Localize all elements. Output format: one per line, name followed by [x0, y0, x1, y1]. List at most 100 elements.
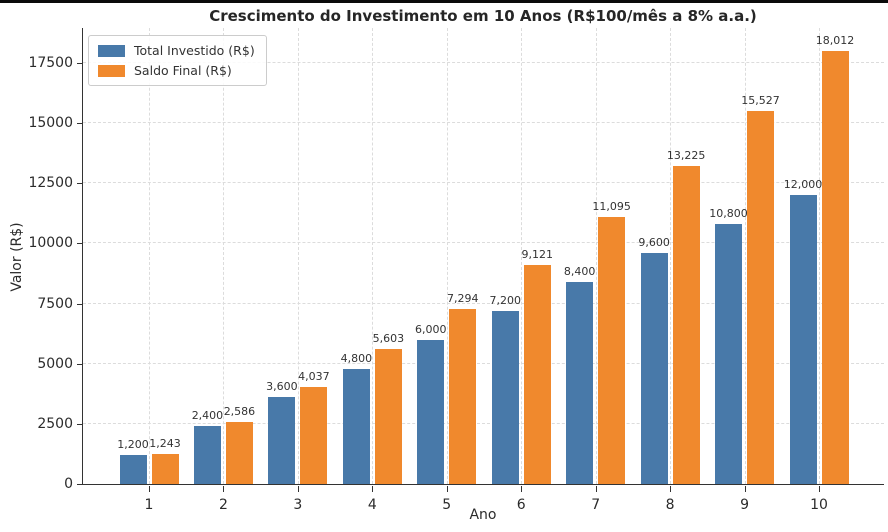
- x-tick: [223, 486, 225, 492]
- bar-balance: [523, 264, 551, 484]
- y-tick-label: 7500: [37, 295, 73, 312]
- x-tick: [670, 486, 672, 492]
- gridline-vertical: [149, 28, 150, 484]
- bar-balance: [225, 421, 253, 484]
- bar-balance: [672, 165, 700, 484]
- gridline-horizontal: [83, 242, 884, 244]
- bar-value-label: 6,000: [415, 322, 447, 336]
- x-axis-label: Ano: [469, 507, 497, 523]
- bar-value-label: 9,121: [521, 247, 553, 261]
- bar-value-label: 4,800: [340, 351, 373, 365]
- legend-item-balance: Saldo Final (R$): [98, 63, 255, 78]
- bar-value-label: 1,200: [117, 438, 149, 452]
- bar-balance: [374, 349, 402, 484]
- bar-value-label: 15,527: [741, 93, 780, 107]
- gridline-vertical: [595, 28, 597, 484]
- bar-value-label: 18,012: [815, 33, 855, 47]
- bar-balance: [300, 386, 328, 484]
- bar-balance: [747, 110, 775, 484]
- x-tick-label: 8: [665, 497, 675, 513]
- bar-value-label: 3,600: [266, 380, 298, 394]
- gridline-horizontal: [83, 362, 884, 364]
- gridline-horizontal: [83, 122, 884, 124]
- gridline-vertical: [744, 28, 746, 484]
- y-tick: [77, 183, 83, 185]
- x-tick-label: 6: [516, 497, 526, 513]
- bar-value-label: 9,600: [638, 236, 670, 250]
- gridline-vertical: [670, 28, 672, 484]
- bar-balance: [449, 308, 477, 484]
- bar-value-label: 2,400: [191, 409, 224, 423]
- gridline-vertical: [223, 28, 225, 484]
- x-tick-label: 9: [740, 497, 749, 513]
- bar-balance: [151, 454, 179, 484]
- bar-invested: [491, 310, 519, 484]
- gridline-vertical: [819, 28, 820, 484]
- legend-swatch-balance: [98, 64, 125, 77]
- chart-title: Crescimento do Investimento em 10 Anos (…: [209, 7, 757, 25]
- y-tick-label: 2500: [37, 415, 73, 432]
- bar-value-label: 13,225: [666, 148, 706, 162]
- bar-value-label: 1,243: [149, 437, 181, 451]
- bar-value-label: 11,095: [592, 200, 631, 214]
- x-tick: [297, 486, 299, 492]
- bar-invested: [119, 455, 147, 484]
- legend-label-invested: Total Investido (R$): [134, 43, 255, 58]
- legend-item-invested: Total Investido (R$): [98, 43, 255, 58]
- x-tick: [595, 486, 597, 492]
- y-tick: [77, 423, 83, 425]
- bar-value-label: 10,800: [709, 207, 748, 221]
- y-tick-label: 0: [64, 476, 73, 492]
- x-tick-label: 5: [442, 497, 452, 513]
- x-tick: [446, 486, 448, 492]
- x-tick: [372, 486, 374, 492]
- x-tick-label: 4: [367, 497, 377, 513]
- x-tick-label: 7: [591, 497, 601, 513]
- x-tick: [744, 486, 746, 492]
- y-tick: [77, 63, 83, 65]
- x-tick-label: 1: [144, 497, 154, 513]
- bar-balance: [821, 50, 849, 484]
- y-tick-label: 5000: [37, 355, 73, 372]
- x-tick: [819, 486, 820, 492]
- bar-invested: [566, 281, 594, 484]
- gridline-horizontal: [83, 62, 884, 64]
- plot-area: Total Investido (R$) Saldo Final (R$) 0 2…: [28, 28, 884, 513]
- bar-invested: [789, 195, 817, 484]
- legend: Total Investido (R$) Saldo Final (R$): [88, 35, 267, 86]
- top-border: [0, 0, 888, 3]
- y-tick: [77, 123, 83, 125]
- bar-invested: [268, 397, 296, 484]
- gridline-vertical: [446, 28, 448, 484]
- bar-value-label: 8,400: [563, 264, 596, 278]
- bar-value-label: 12,000: [783, 178, 823, 192]
- x-tick-label: 10: [810, 497, 828, 513]
- bar-invested: [193, 426, 221, 484]
- gridline-horizontal: [83, 182, 884, 184]
- bar-invested: [342, 368, 370, 484]
- x-tick-label: 3: [293, 497, 303, 513]
- legend-swatch-invested: [98, 44, 125, 57]
- y-tick: [77, 243, 83, 245]
- legend-label-balance: Saldo Final (R$): [134, 63, 232, 78]
- y-tick-label: 12500: [28, 175, 73, 192]
- bar-invested: [715, 224, 743, 484]
- bar-value-label: 7,200: [489, 293, 521, 307]
- x-tick: [149, 486, 150, 492]
- gridline-vertical: [372, 28, 374, 484]
- bar-invested: [640, 253, 668, 484]
- y-tick: [77, 484, 83, 485]
- bar-value-label: 7,294: [447, 291, 479, 305]
- x-tick-label: 2: [218, 497, 228, 513]
- y-tick-label: 17500: [28, 55, 73, 72]
- bar-value-label: 5,603: [372, 332, 405, 346]
- bar-value-label: 2,586: [223, 404, 256, 418]
- bar-balance: [598, 217, 626, 484]
- x-tick: [521, 486, 523, 492]
- gridline-vertical: [521, 28, 523, 484]
- y-tick: [77, 363, 83, 365]
- y-tick-label: 10000: [28, 235, 73, 252]
- gridline-vertical: [297, 28, 299, 484]
- gridline-horizontal: [83, 302, 884, 304]
